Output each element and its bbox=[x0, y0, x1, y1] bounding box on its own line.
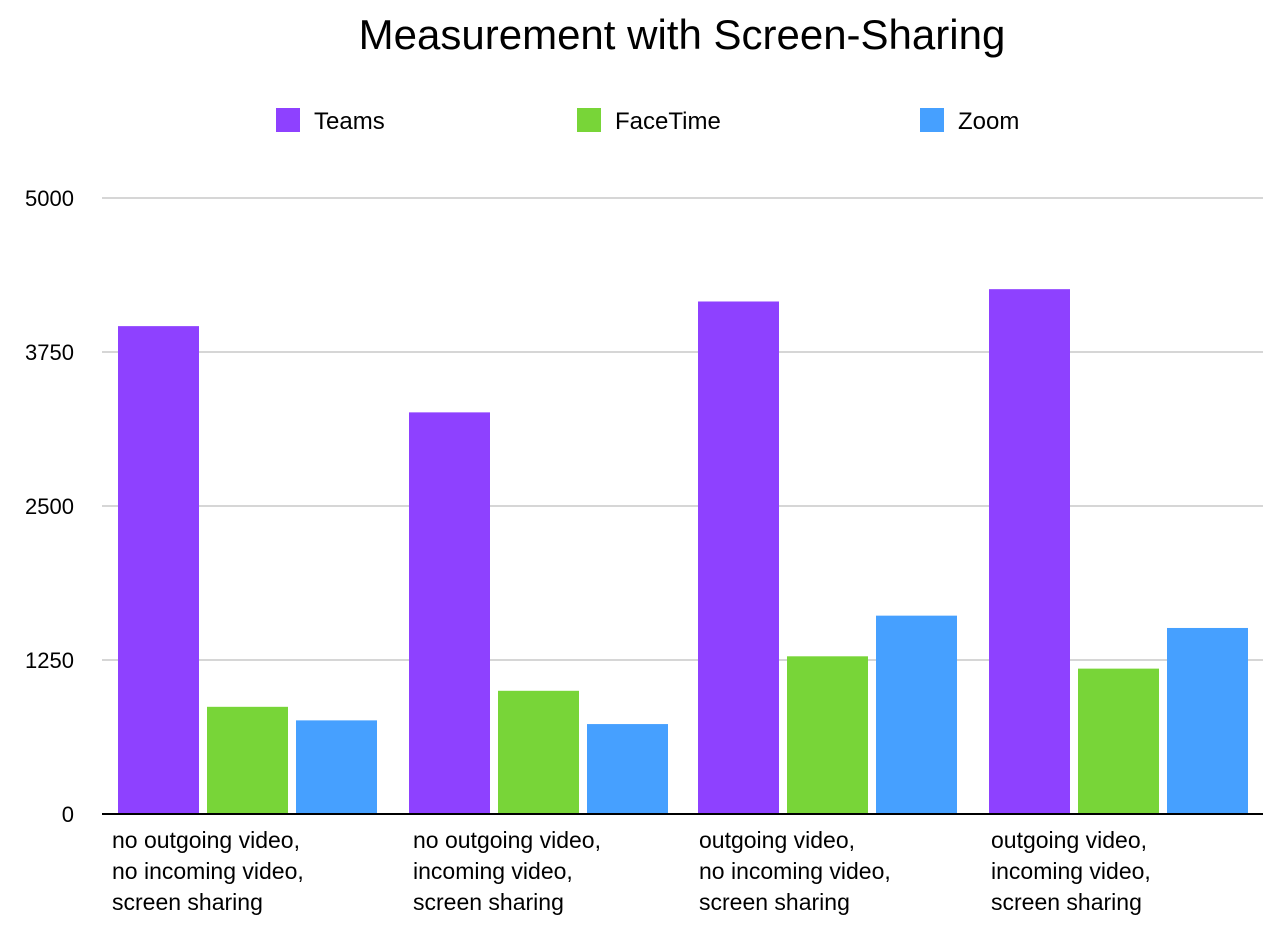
x-category-label-3-line-0: outgoing video, bbox=[991, 827, 1147, 853]
bar-zoom-3 bbox=[1167, 627, 1248, 814]
x-category-label-2-line-2: screen sharing bbox=[699, 889, 850, 915]
x-category-label-3-line-2: screen sharing bbox=[991, 889, 1142, 915]
legend: Teams FaceTime Zoom bbox=[276, 108, 1019, 135]
bar-zoom-0 bbox=[296, 720, 377, 814]
legend-label-1: FaceTime bbox=[615, 108, 721, 135]
x-category-label-2-line-0: outgoing video, bbox=[699, 827, 855, 853]
legend-swatch-2 bbox=[920, 108, 944, 132]
x-category-label-0-line-1: no incoming video, bbox=[112, 858, 304, 884]
y-tick-label-1: 1250 bbox=[25, 648, 74, 673]
bar-teams-1 bbox=[409, 412, 490, 814]
bar-zoom-1 bbox=[587, 724, 668, 814]
legend-label-0: Teams bbox=[314, 108, 385, 135]
bar-teams-2 bbox=[698, 301, 779, 814]
x-category-label-1-line-0: no outgoing video, bbox=[413, 827, 601, 853]
x-category-label-2-line-1: no incoming video, bbox=[699, 858, 891, 884]
x-category-label-1-line-2: screen sharing bbox=[413, 889, 564, 915]
y-tick-label-4: 5000 bbox=[25, 186, 74, 211]
y-tick-label-2: 2500 bbox=[25, 494, 74, 519]
x-category-label-0-line-2: screen sharing bbox=[112, 889, 263, 915]
legend-swatch-1 bbox=[577, 108, 601, 132]
bar-teams-3 bbox=[989, 289, 1070, 815]
y-axis-ticks: 0 1250 2500 3750 5000 bbox=[25, 186, 74, 827]
bar-facetime-2 bbox=[787, 656, 868, 814]
x-category-label-1-line-1: incoming video, bbox=[413, 858, 573, 884]
x-axis-labels: no outgoing video, no incoming video, scre… bbox=[112, 827, 1151, 915]
y-tick-label-3: 3750 bbox=[25, 340, 74, 365]
y-tick-label-0: 0 bbox=[62, 802, 74, 827]
bar-facetime-1 bbox=[498, 690, 579, 814]
gridlines bbox=[102, 197, 1263, 661]
bars bbox=[118, 289, 1248, 815]
x-category-label-0-line-0: no outgoing video, bbox=[112, 827, 300, 853]
bar-facetime-3 bbox=[1078, 668, 1159, 814]
chart-title: Measurement with Screen-Sharing bbox=[359, 11, 1006, 58]
bar-zoom-2 bbox=[876, 615, 957, 814]
legend-label-2: Zoom bbox=[958, 108, 1019, 135]
bar-facetime-0 bbox=[207, 706, 288, 814]
x-category-label-3-line-1: incoming video, bbox=[991, 858, 1151, 884]
legend-swatch-0 bbox=[276, 108, 300, 132]
bar-teams-0 bbox=[118, 326, 199, 814]
